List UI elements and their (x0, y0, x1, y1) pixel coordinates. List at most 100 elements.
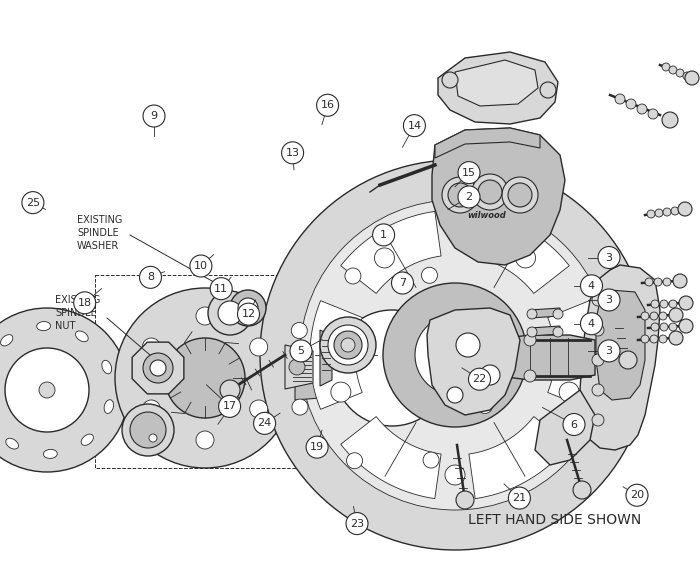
Circle shape (553, 309, 563, 319)
Circle shape (472, 174, 508, 210)
Circle shape (660, 300, 668, 308)
Text: 17: 17 (223, 401, 237, 411)
Polygon shape (490, 335, 595, 380)
Circle shape (673, 274, 687, 288)
Text: 3: 3 (606, 295, 612, 305)
Polygon shape (341, 212, 441, 293)
Polygon shape (469, 417, 569, 499)
Polygon shape (310, 301, 363, 409)
Text: 2: 2 (466, 192, 472, 202)
Circle shape (648, 109, 658, 119)
Circle shape (142, 400, 160, 418)
Text: 3: 3 (606, 346, 612, 356)
Circle shape (662, 63, 670, 71)
Circle shape (662, 112, 678, 128)
Circle shape (300, 200, 610, 510)
Text: 19: 19 (310, 442, 324, 452)
Ellipse shape (102, 361, 111, 374)
Circle shape (669, 331, 683, 345)
Polygon shape (530, 326, 560, 336)
Circle shape (524, 370, 536, 382)
Circle shape (238, 298, 258, 318)
Ellipse shape (1, 335, 13, 346)
Circle shape (74, 292, 96, 314)
Circle shape (250, 338, 267, 356)
Text: 21: 21 (512, 493, 526, 503)
Circle shape (22, 192, 44, 213)
Circle shape (391, 272, 414, 294)
Circle shape (334, 331, 362, 359)
Circle shape (679, 296, 693, 310)
Text: 5: 5 (298, 346, 304, 356)
Circle shape (663, 278, 671, 286)
Ellipse shape (6, 438, 18, 449)
Circle shape (641, 312, 649, 320)
Circle shape (196, 431, 214, 449)
Circle shape (626, 484, 648, 506)
Text: 4: 4 (588, 281, 595, 291)
Circle shape (320, 317, 376, 373)
Circle shape (524, 334, 536, 346)
Circle shape (685, 71, 699, 85)
Circle shape (663, 208, 671, 216)
Circle shape (615, 94, 625, 104)
Ellipse shape (36, 321, 50, 331)
Circle shape (508, 183, 532, 207)
Circle shape (142, 338, 160, 356)
Circle shape (592, 354, 604, 366)
Polygon shape (435, 128, 540, 158)
Circle shape (290, 340, 312, 362)
Circle shape (478, 180, 502, 204)
Polygon shape (285, 345, 313, 389)
Text: 1: 1 (380, 230, 387, 240)
Text: EXISTING
SPINDLE
WASHER: EXISTING SPINDLE WASHER (77, 215, 122, 251)
Circle shape (331, 382, 351, 402)
Circle shape (598, 247, 620, 268)
Text: 18: 18 (78, 298, 92, 308)
Polygon shape (580, 265, 660, 450)
Polygon shape (295, 297, 313, 459)
Circle shape (306, 436, 328, 458)
Circle shape (260, 160, 650, 550)
Circle shape (651, 323, 659, 331)
Text: 16: 16 (321, 100, 335, 110)
Circle shape (515, 248, 536, 268)
Polygon shape (596, 290, 645, 400)
Ellipse shape (43, 449, 57, 458)
Circle shape (115, 288, 295, 468)
Circle shape (328, 325, 368, 365)
Circle shape (281, 142, 304, 164)
Circle shape (421, 267, 438, 283)
Circle shape (218, 396, 241, 417)
Ellipse shape (76, 331, 88, 342)
Text: LEFT HAND SIDE SHOWN: LEFT HAND SIDE SHOWN (468, 513, 642, 527)
Circle shape (671, 207, 679, 215)
Circle shape (143, 105, 165, 127)
Circle shape (508, 487, 531, 509)
Circle shape (39, 382, 55, 398)
Circle shape (502, 177, 538, 213)
Text: EXISTING
SPINDLE
NUT: EXISTING SPINDLE NUT (55, 295, 100, 332)
Circle shape (292, 399, 308, 415)
Circle shape (289, 359, 305, 375)
Circle shape (458, 162, 480, 183)
Circle shape (626, 99, 636, 109)
Polygon shape (455, 60, 538, 106)
Circle shape (679, 319, 693, 333)
Circle shape (253, 413, 276, 434)
Circle shape (218, 301, 242, 325)
Circle shape (220, 380, 240, 400)
Circle shape (442, 72, 458, 88)
Circle shape (641, 335, 649, 343)
Text: 3: 3 (606, 252, 612, 263)
Circle shape (372, 224, 395, 246)
Circle shape (592, 384, 604, 396)
Circle shape (580, 313, 603, 335)
Circle shape (598, 340, 620, 362)
Circle shape (0, 308, 129, 472)
Circle shape (559, 382, 579, 402)
Circle shape (476, 321, 492, 337)
Text: 11: 11 (214, 284, 228, 294)
Circle shape (669, 308, 683, 322)
Circle shape (660, 323, 668, 331)
